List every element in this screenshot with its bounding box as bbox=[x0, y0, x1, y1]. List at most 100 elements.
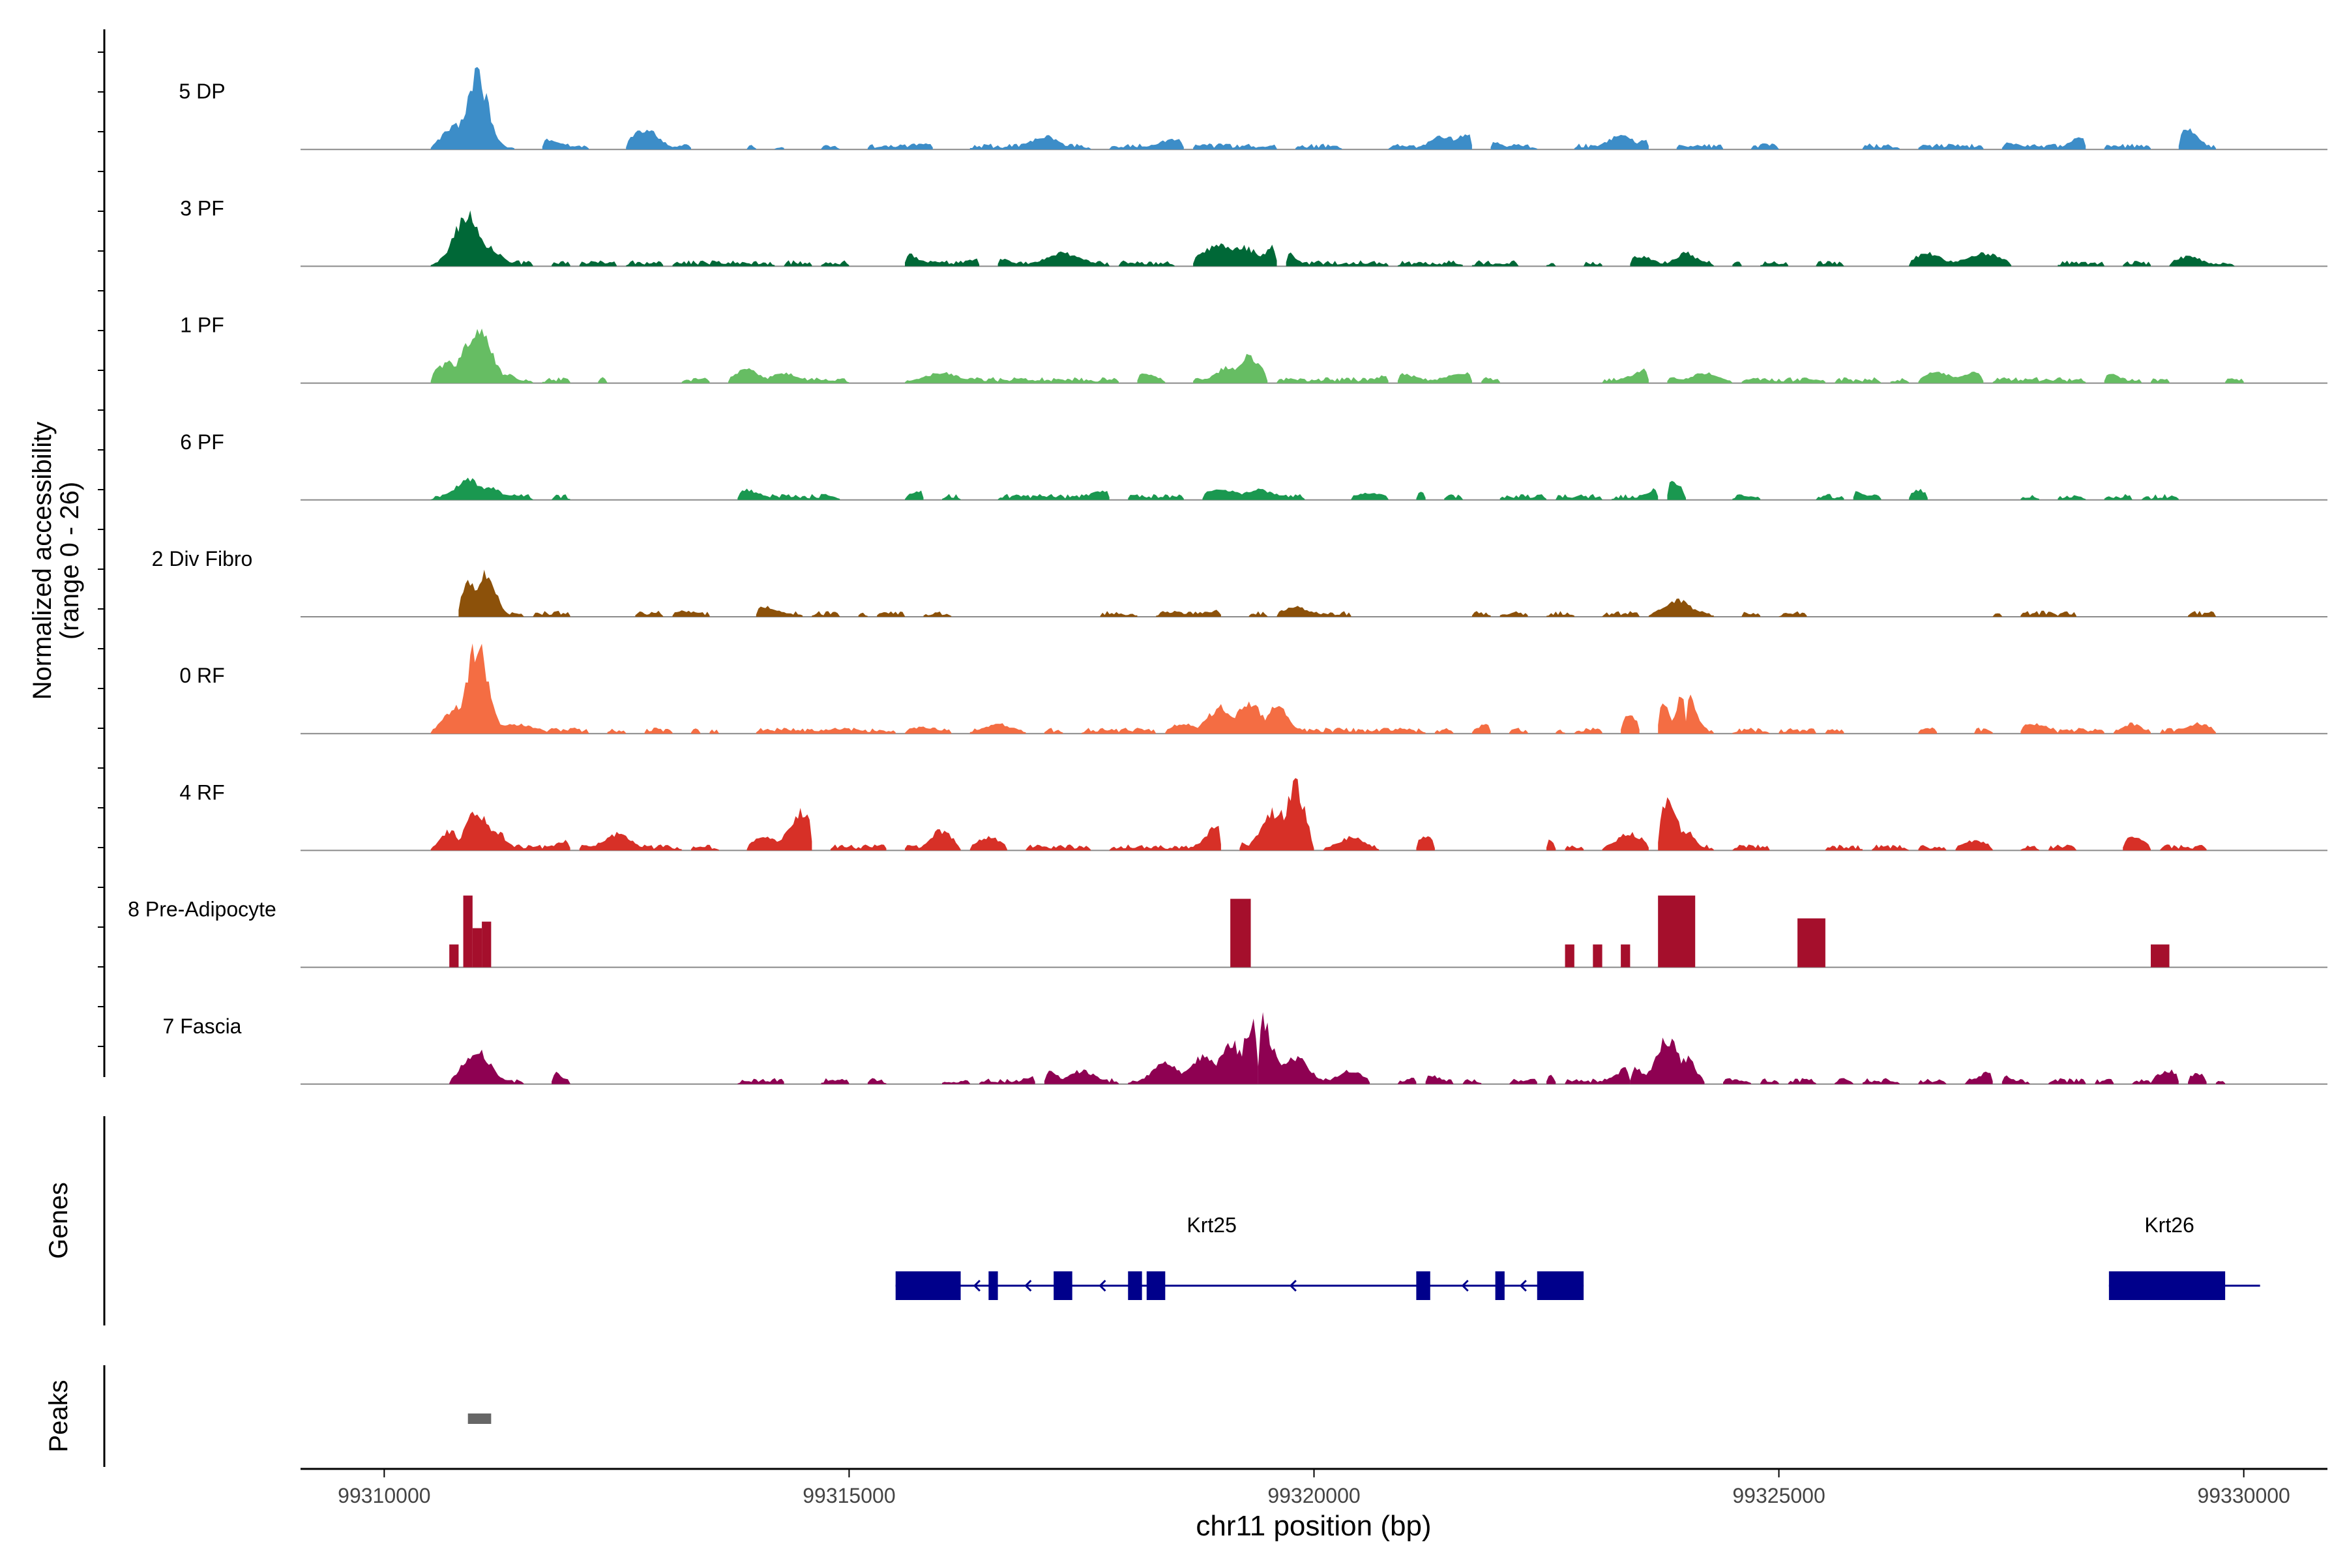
coverage-area bbox=[430, 67, 514, 150]
coverage-area bbox=[430, 210, 533, 267]
coverage-area bbox=[1890, 377, 1910, 383]
coverage-area bbox=[1258, 1012, 1370, 1084]
coverage-area bbox=[1556, 494, 1602, 500]
coverage-area bbox=[533, 610, 570, 617]
coverage-area bbox=[1835, 377, 1882, 383]
coverage-area bbox=[756, 606, 803, 617]
strand-arrow bbox=[1024, 1279, 1032, 1292]
coverage-area bbox=[2048, 844, 2076, 851]
coverage-area bbox=[1109, 138, 1184, 150]
coverage-area bbox=[1862, 143, 1900, 150]
gene-exon bbox=[1416, 1271, 1430, 1300]
track-3-pf: 3 PF bbox=[180, 196, 2327, 267]
coverage-area bbox=[672, 260, 775, 267]
coverage-area bbox=[2058, 728, 2104, 734]
coverage-y-axis bbox=[98, 29, 106, 1077]
coverage-area bbox=[1835, 1078, 1853, 1084]
coverage-area bbox=[969, 723, 1026, 734]
coverage-area bbox=[1992, 613, 2002, 617]
peak-region bbox=[467, 1413, 492, 1424]
coverage-area bbox=[997, 251, 1110, 267]
coverage-area bbox=[1397, 260, 1463, 267]
coverage-block bbox=[472, 928, 482, 968]
coverage-area bbox=[1630, 1037, 1705, 1084]
track-label: 0 RF bbox=[179, 664, 224, 687]
genes-panel-label: Genes bbox=[44, 1182, 73, 1259]
coverage-area bbox=[2114, 722, 2151, 734]
coverage-area bbox=[2104, 374, 2142, 383]
coverage-area bbox=[1109, 825, 1221, 851]
coverage-area bbox=[1444, 494, 1463, 500]
coverage-area bbox=[2020, 845, 2039, 851]
coverage-area bbox=[979, 1076, 1035, 1084]
coverage-area bbox=[1909, 252, 2012, 267]
coverage-area bbox=[1723, 1078, 1751, 1084]
coverage-area bbox=[1546, 1074, 1556, 1084]
coverage-area bbox=[2001, 137, 2086, 150]
coverage-area bbox=[1044, 1069, 1119, 1084]
coverage-area bbox=[1556, 730, 1565, 734]
coverage-area bbox=[430, 477, 533, 500]
coverage-area bbox=[2058, 260, 2104, 267]
coverage-area bbox=[1128, 494, 1184, 500]
coverage-area bbox=[969, 836, 1007, 851]
coverage-area bbox=[2095, 1078, 2114, 1084]
coverage-area bbox=[449, 1049, 524, 1084]
coverage-area bbox=[1658, 696, 1686, 734]
coverage-area bbox=[430, 328, 533, 383]
coverage-area bbox=[430, 811, 570, 851]
coverage-area bbox=[737, 1078, 784, 1084]
coverage-area bbox=[1323, 836, 1380, 851]
gene-exon bbox=[1128, 1271, 1142, 1300]
coverage-block bbox=[1797, 918, 1825, 968]
coverage-area bbox=[969, 135, 1091, 150]
coverage-area bbox=[681, 377, 710, 383]
coverage-area bbox=[1119, 260, 1175, 267]
coverage-area bbox=[1732, 494, 1761, 500]
x-tick-label: 99310000 bbox=[338, 1484, 430, 1507]
coverage-area bbox=[1202, 488, 1305, 500]
track-label: 3 PF bbox=[180, 196, 224, 220]
coverage-area bbox=[1277, 606, 1351, 617]
track-label: 7 Fascia bbox=[163, 1014, 242, 1038]
coverage-area bbox=[1026, 844, 1091, 851]
coverage-area bbox=[1490, 141, 1537, 150]
coverage-area bbox=[2151, 1069, 2179, 1084]
coverage-area bbox=[2001, 1075, 2030, 1084]
coverage-area bbox=[1509, 1078, 1537, 1084]
strand-arrow bbox=[973, 1279, 981, 1292]
strand-arrow bbox=[1519, 1279, 1527, 1292]
coverage-area bbox=[1918, 845, 1947, 851]
coverage-area bbox=[1667, 481, 1686, 500]
coverage-area bbox=[2178, 128, 2216, 150]
coverage-area bbox=[728, 368, 849, 383]
coverage-area bbox=[579, 260, 617, 267]
coverage-area bbox=[1546, 839, 1556, 851]
coverage-area bbox=[1156, 610, 1221, 617]
track-4-rf: 4 RF bbox=[179, 778, 2327, 851]
coverage-area bbox=[1416, 492, 1426, 500]
coverage-area bbox=[1509, 728, 1528, 734]
coverage-area bbox=[458, 569, 524, 617]
coverage-area bbox=[1471, 611, 1491, 617]
coverage-block bbox=[1230, 898, 1251, 968]
coverage-area bbox=[2160, 722, 2216, 734]
x-tick-label: 99315000 bbox=[803, 1484, 895, 1507]
coverage-area bbox=[1918, 727, 1937, 734]
x-tick-label: 99330000 bbox=[2197, 1484, 2290, 1507]
coverage-block bbox=[1593, 944, 1602, 968]
coverage-area bbox=[1816, 494, 1844, 500]
gene-krt26: Krt26 bbox=[2108, 1213, 2260, 1300]
coverage-area bbox=[746, 145, 756, 150]
coverage-area bbox=[1667, 372, 1733, 383]
peaks-panel-label: Peaks bbox=[44, 1380, 73, 1452]
coverage-area bbox=[1462, 1079, 1482, 1084]
coverage-area bbox=[746, 808, 812, 851]
coverage-area bbox=[672, 610, 710, 617]
coverage-area bbox=[1918, 372, 1984, 383]
coverage-area bbox=[2058, 495, 2086, 500]
x-tick-label: 99320000 bbox=[1267, 1484, 1360, 1507]
coverage-area bbox=[1471, 260, 1519, 267]
coverage-area bbox=[2215, 1081, 2226, 1084]
track-label: 2 Div Fibro bbox=[152, 547, 253, 570]
